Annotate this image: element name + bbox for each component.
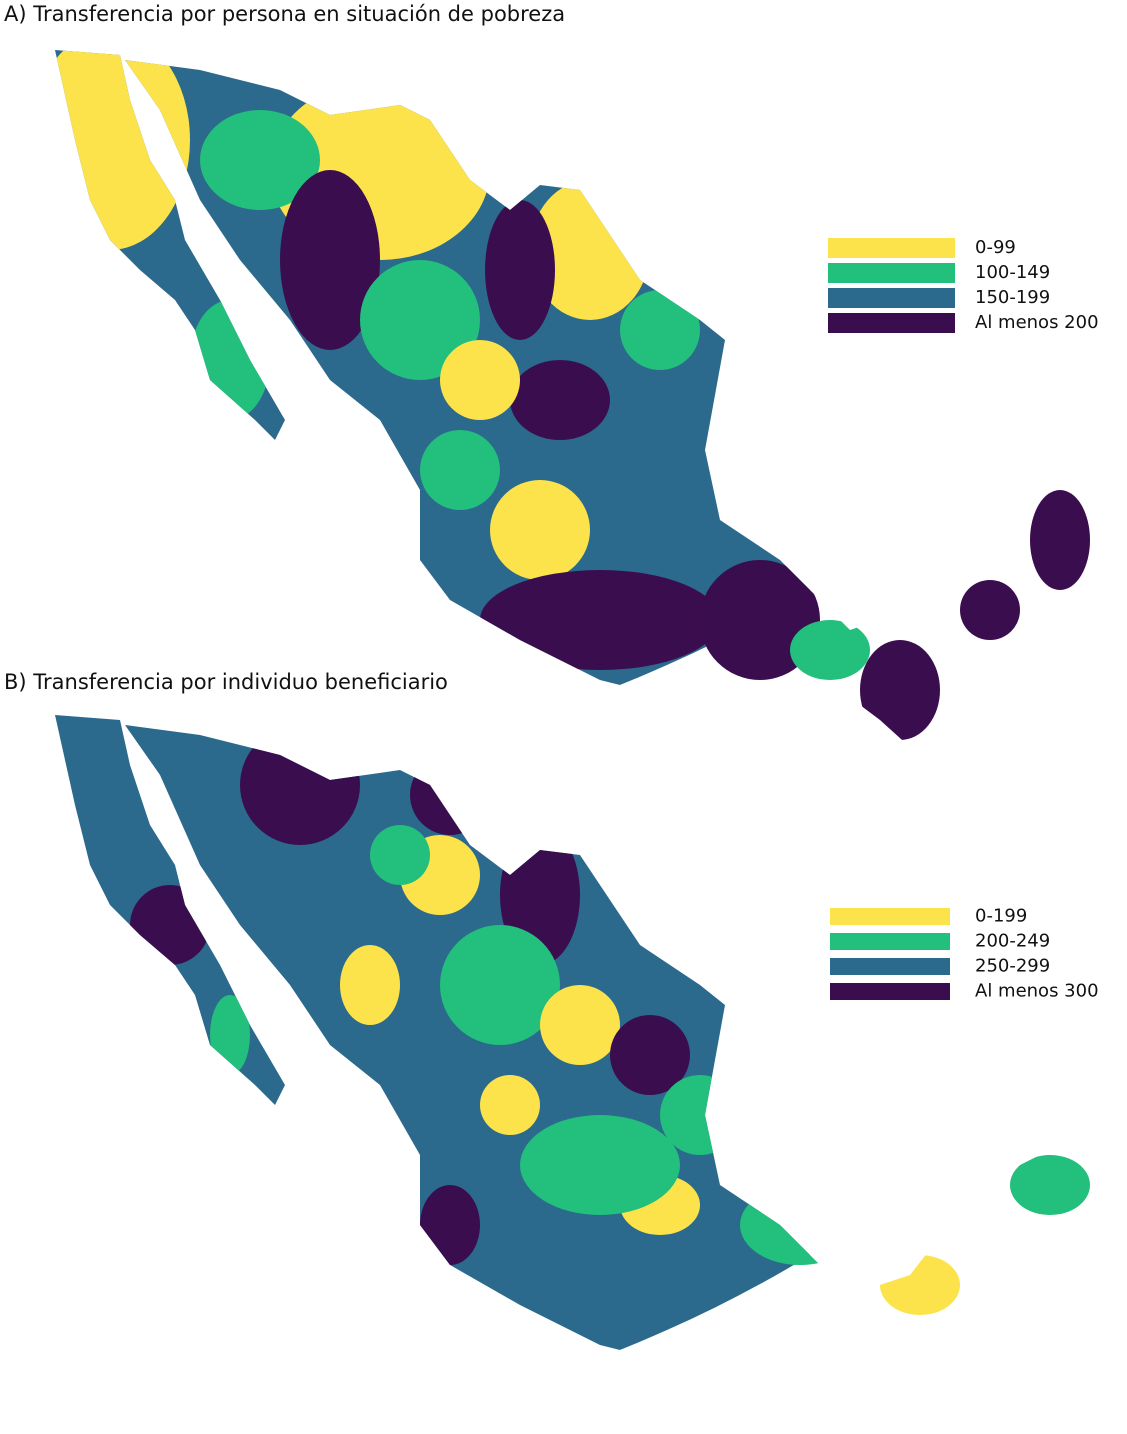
region	[490, 480, 590, 580]
legend-swatch	[830, 908, 950, 925]
region	[340, 945, 400, 1025]
legend-swatch	[830, 958, 950, 975]
region	[620, 290, 700, 370]
region	[1030, 490, 1090, 590]
region	[210, 995, 250, 1075]
legend: 0-99 100-149 150-199 Al menos 200	[828, 237, 1099, 333]
legend-label: 100-149	[975, 262, 1050, 283]
region	[440, 340, 520, 420]
region	[360, 260, 480, 380]
legend-label: 200-249	[975, 931, 1050, 952]
region	[520, 1115, 680, 1215]
legend-label: Al menos 200	[975, 312, 1099, 333]
panel-title: B) Transferencia por individuo beneficia…	[4, 670, 448, 694]
region	[485, 200, 555, 340]
map	[55, 50, 1110, 770]
region	[200, 110, 320, 210]
region	[540, 985, 620, 1065]
choropleth	[55, 50, 1110, 770]
legend-swatch	[828, 313, 955, 333]
legend-label: 0-99	[975, 237, 1016, 258]
region	[420, 1185, 480, 1265]
region	[280, 170, 380, 350]
region	[130, 885, 210, 965]
region	[660, 1075, 740, 1155]
panel-title: A) Transferencia por persona en situació…	[4, 2, 565, 26]
region	[55, 50, 190, 250]
legend-label: 150-199	[975, 287, 1050, 308]
region	[740, 1185, 860, 1265]
region	[610, 1015, 690, 1095]
legend-label: 0-199	[975, 906, 1027, 927]
region	[240, 725, 360, 845]
region	[960, 580, 1020, 640]
region	[370, 825, 430, 885]
region	[510, 360, 610, 440]
legend-swatch	[830, 983, 950, 1000]
legend-label: 250-299	[975, 956, 1050, 977]
legend: 0-199 200-249 250-299 Al menos 300	[830, 906, 1099, 1002]
region	[410, 755, 490, 835]
region	[880, 1255, 960, 1315]
region	[480, 570, 720, 670]
region	[790, 620, 870, 680]
region	[1010, 1155, 1090, 1215]
region	[420, 430, 500, 510]
region	[440, 925, 560, 1045]
legend-swatch	[828, 238, 955, 258]
legend-label: Al menos 300	[975, 981, 1099, 1002]
legend-swatch	[828, 263, 955, 283]
region	[480, 1075, 540, 1135]
legend-swatch	[828, 288, 955, 308]
region	[860, 640, 940, 740]
legend-swatch	[830, 933, 950, 950]
region	[190, 300, 270, 420]
